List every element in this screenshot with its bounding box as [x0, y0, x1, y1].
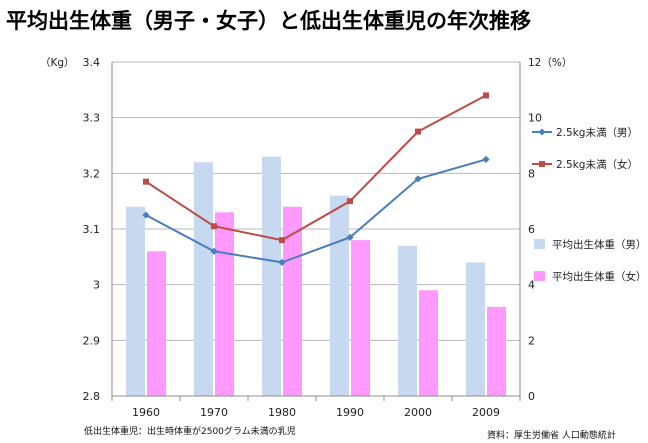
y-right-tick: 2 — [528, 334, 535, 347]
point-male-low-weight — [346, 233, 354, 241]
legend-marker — [538, 128, 546, 136]
bar-female-weight — [147, 251, 166, 396]
y-left-unit: （Kg） — [40, 57, 75, 69]
bar-male-weight — [466, 262, 485, 396]
point-female-low-weight — [347, 198, 353, 205]
footnote: 低出生体重児：出生時体重が2500グラム未満の乳児 — [84, 425, 296, 437]
point-male-low-weight — [142, 211, 150, 219]
point-male-low-weight — [414, 175, 422, 183]
y-left-tick: 3 — [93, 279, 100, 292]
y-left-tick: 2.9 — [83, 334, 101, 347]
x-tick-label: 1970 — [200, 406, 228, 419]
y-left-tick: 3.4 — [83, 56, 101, 69]
bars — [126, 156, 506, 396]
source-note: 資料：厚生労働省 人口動態統計 — [487, 429, 616, 441]
bar-female-weight — [215, 212, 234, 396]
x-tick-label: 1980 — [268, 406, 296, 419]
legend-label: 2.5kg未満（男） — [556, 127, 638, 139]
point-female-low-weight — [415, 128, 421, 135]
bar-female-weight — [351, 240, 370, 396]
line-female-low-weight — [145, 94, 487, 242]
y-right-unit: 12（%） — [528, 57, 572, 69]
bar-male-weight — [330, 195, 349, 396]
bar-male-weight — [398, 245, 417, 396]
bar-male-weight — [194, 162, 213, 396]
y-left-tick: 2.8 — [83, 390, 101, 403]
lines — [142, 92, 490, 266]
legend-bar-swatch — [534, 271, 545, 281]
x-tick-label: 2009 — [472, 406, 500, 419]
line-male-low-weight — [145, 158, 487, 264]
x-tick-label: 1990 — [336, 406, 364, 419]
bar-female-weight — [419, 290, 438, 396]
legend-label: 2.5kg未満（女） — [556, 158, 638, 171]
grid — [112, 61, 520, 397]
legend: 2.5kg未満（男） 2.5kg未満（女） 平均出生体重（男） 平均出生体重（女） — [532, 127, 647, 283]
point-male-low-weight — [482, 155, 490, 164]
point-male-low-weight — [210, 247, 218, 255]
y-right-tick: 8 — [528, 167, 535, 180]
point-female-low-weight — [143, 178, 149, 185]
y-left-tick: 3.1 — [83, 223, 101, 236]
legend-marker — [539, 161, 545, 167]
legend-label: 平均出生体重（女） — [552, 270, 647, 283]
bar-male-weight — [126, 206, 145, 396]
legend-bar-swatch — [534, 239, 545, 249]
y-left-tick: 3.2 — [83, 167, 101, 180]
x-tick-label: 2000 — [404, 406, 432, 419]
point-male-low-weight — [278, 258, 286, 266]
chart-title: 平均出生体重（男子・女子）と低出生体重児の年次推移 — [6, 9, 531, 33]
y-right-tick: 4 — [528, 279, 535, 292]
y-right-tick: 10 — [528, 112, 542, 125]
bar-female-weight — [283, 206, 302, 396]
point-female-low-weight — [211, 223, 217, 230]
point-female-low-weight — [279, 237, 285, 244]
bar-male-weight — [262, 156, 281, 396]
axes: 2.8 2.9 3 3.1 3.2 3.3 3.4 0 2 4 6 8 10 1960 1970 1980 19… — [83, 56, 543, 419]
legend-label: 平均出生体重（男） — [552, 238, 647, 251]
y-left-tick: 3.3 — [83, 112, 101, 125]
y-right-tick: 6 — [528, 223, 535, 236]
point-female-low-weight — [483, 92, 489, 99]
x-tick-label: 1960 — [132, 406, 160, 419]
y-right-tick: 0 — [528, 390, 535, 403]
bar-female-weight — [487, 306, 506, 396]
